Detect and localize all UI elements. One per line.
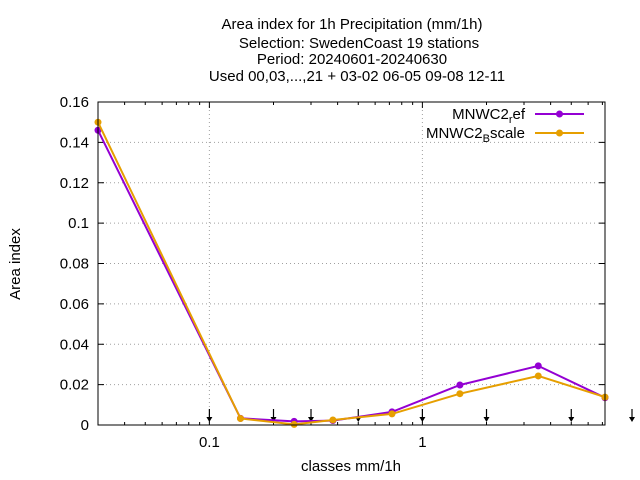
y-tick-label: 0.06 (60, 296, 89, 313)
y-axis-label: Area index (7, 228, 24, 300)
y-tick-label: 0.16 (60, 94, 89, 111)
legend-label: MNWC2ref (452, 106, 526, 126)
class-marker-arrowhead (206, 417, 213, 422)
series-point (456, 381, 464, 389)
series-point (388, 410, 396, 418)
title-line-3: Period: 20240601-20240630 (257, 51, 447, 68)
grid (98, 102, 605, 425)
x-axis-label: classes mm/1h (301, 458, 401, 475)
chart-title: Area index for 1h Precipitation (mm/1h) … (209, 16, 505, 85)
class-markers (206, 409, 635, 422)
y-tick-label: 0.12 (60, 175, 89, 192)
class-marker-arrowhead (629, 417, 635, 422)
y-tick-label: 0.02 (60, 377, 89, 394)
title-line-4: Used 00,03,...,21 + 03-02 06-05 09-08 12… (209, 68, 505, 85)
legend-label: MNWC2Bscale (426, 125, 525, 145)
series-point (329, 416, 337, 424)
y-tick-label: 0.1 (68, 215, 89, 232)
legend-swatch-point (556, 129, 563, 137)
series-point (237, 415, 245, 423)
series-point (456, 390, 464, 398)
y-tick-label: 0.04 (60, 336, 89, 353)
plot-frame (97, 101, 606, 426)
series-point (290, 420, 298, 428)
x-tick-label: 0.1 (199, 434, 220, 451)
series-point (534, 362, 542, 370)
y-axis-ticks: 0 0.02 0.04 0.06 0.08 0.1 0.12 0.14 0.16 (60, 94, 605, 434)
legend-swatch-point (556, 110, 563, 118)
x-tick-label: 1 (418, 434, 426, 451)
class-marker-arrowhead (419, 417, 426, 422)
class-marker-arrowhead (308, 417, 315, 422)
series-point (534, 372, 542, 380)
title-line-1: Area index for 1h Precipitation (mm/1h) (222, 16, 483, 33)
y-tick-label: 0.08 (60, 256, 89, 273)
class-marker-arrowhead (568, 417, 575, 422)
y-tick-label: 0.14 (60, 134, 89, 151)
class-marker-arrowhead (483, 417, 490, 422)
series (94, 118, 609, 428)
y-tick-label: 0 (81, 417, 89, 434)
title-line-2: Selection: SwedenCoast 19 stations (239, 35, 479, 52)
series-line (97, 121, 606, 426)
x-axis-ticks: 0.1 1 (124, 102, 603, 451)
